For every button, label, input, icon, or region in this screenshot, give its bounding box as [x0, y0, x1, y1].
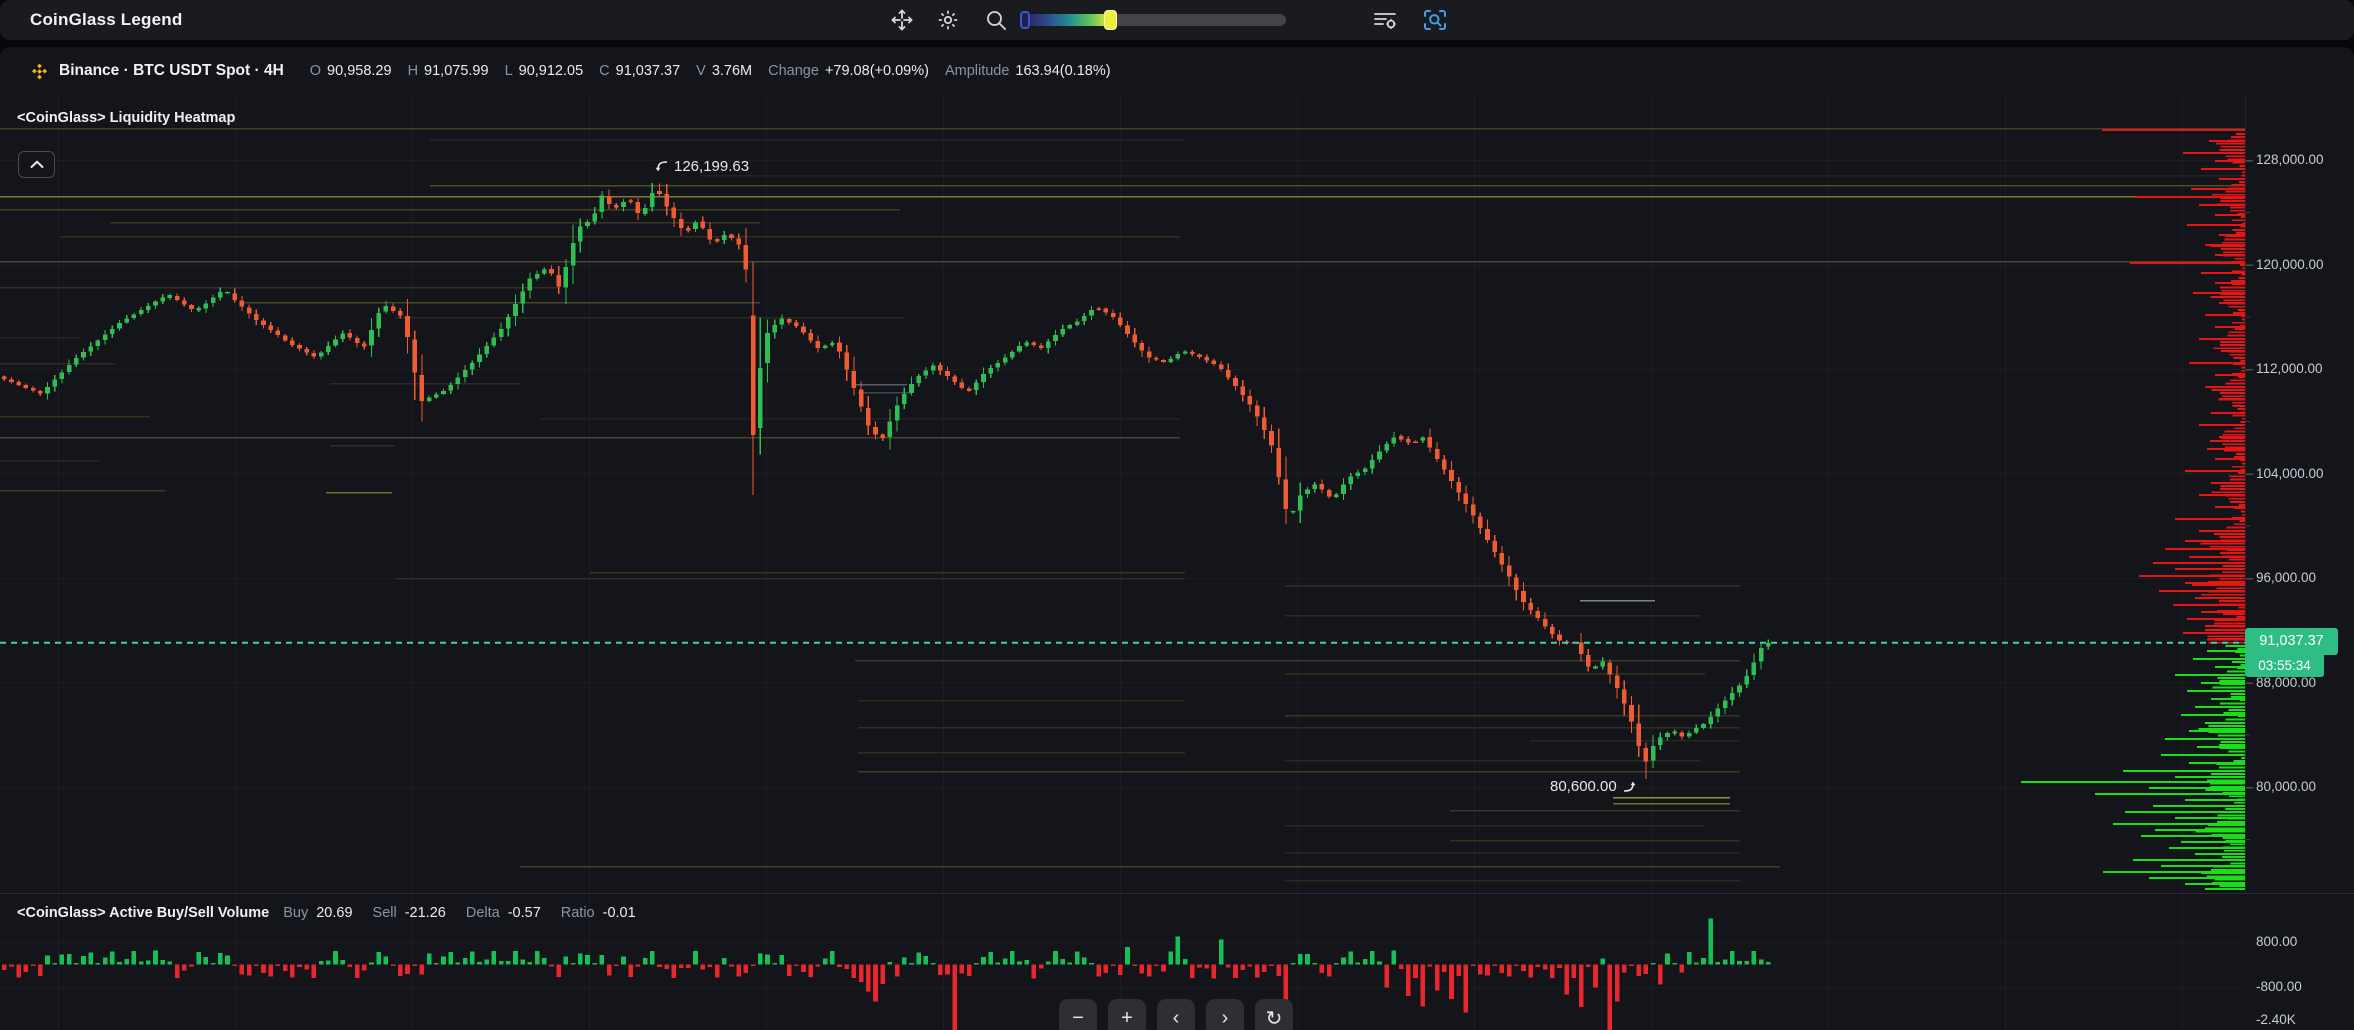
session-high-value: 126,199.63 [674, 158, 750, 175]
price-axis-label: 120,000.00 [2256, 256, 2324, 272]
app-title: CoinGlass Legend [30, 10, 183, 29]
scroll-right-button[interactable]: › [1206, 999, 1244, 1030]
pan-move-icon[interactable] [890, 8, 914, 32]
volume-axis-label: 800.00 [2256, 934, 2298, 949]
low-label: L [504, 63, 513, 79]
refresh-button[interactable]: ↻ [1255, 999, 1293, 1030]
scroll-left-button[interactable]: ‹ [1157, 999, 1195, 1030]
collapse-panel-button[interactable] [18, 151, 55, 178]
candle-countdown: 03:55:34 [2245, 654, 2324, 677]
chevron-up-icon [30, 160, 44, 169]
heatmap-intensity-slider[interactable] [1020, 10, 1286, 30]
volume-axis-label: -800.00 [2256, 979, 2302, 994]
volume-axis-label: -2.40K [2256, 1012, 2296, 1027]
pane-divider [0, 893, 2354, 894]
current-price-value: 91,037.37 [2245, 627, 2338, 655]
current-price-badge: 91,037.37 03:55:34 [2245, 627, 2338, 677]
high-value: 91,075.99 [424, 63, 489, 79]
price-axis-label: 112,000.00 [2256, 361, 2323, 376]
slider-handle-value[interactable] [1104, 10, 1117, 30]
change-label: Change [768, 63, 819, 79]
top-toolbar: CoinGlass Legend [0, 0, 2354, 40]
volume-pane-header: <CoinGlass> Active Buy/Sell Volume Buy 2… [17, 905, 656, 921]
delta-label: Delta [465, 905, 500, 921]
zoom-out-button[interactable]: − [1059, 999, 1097, 1030]
volume-indicator-title: <CoinGlass> Active Buy/Sell Volume [17, 905, 270, 921]
price-axis-label: 80,000.00 [2256, 779, 2317, 794]
slider-handle-min[interactable] [1020, 11, 1030, 29]
session-high-annotation: 126,199.63 [652, 158, 749, 175]
zoom-in-button[interactable]: + [1108, 999, 1146, 1030]
open-label: O [309, 63, 322, 79]
liquidity-heatmap-title: <CoinGlass> Liquidity Heatmap [17, 110, 236, 126]
scan-search-icon[interactable] [1422, 8, 1446, 32]
price-axis-label: 104,000.00 [2256, 465, 2324, 481]
price-axis-label: 128,000.00 [2256, 152, 2324, 167]
close-value: 91,037.37 [615, 63, 681, 79]
ratio-label: Ratio [560, 905, 595, 921]
open-value: 90,958.29 [327, 63, 392, 79]
buy-label: Buy [283, 905, 309, 921]
chart-controls: − + ‹ › ↻ [1059, 999, 1293, 1030]
binance-logo-icon [30, 62, 49, 81]
sell-value: -21.26 [404, 905, 446, 921]
session-low-value: 80,600.00 [1550, 778, 1617, 795]
session-low-annotation: 80,600.00 [1550, 778, 1639, 795]
change-value: +79.08(+0.09%) [824, 63, 929, 79]
delta-value: -0.57 [507, 905, 541, 921]
amplitude-label: Amplitude [944, 63, 1010, 79]
ratio-value: -0.01 [602, 905, 636, 921]
curve-arrow-up-right-icon [1622, 778, 1639, 795]
buy-value: 20.69 [316, 905, 353, 921]
close-label: C [599, 63, 610, 79]
volume-label: V [696, 63, 706, 79]
heatmap-gradient [1021, 14, 1110, 26]
sell-label: Sell [372, 905, 397, 921]
volume-value: 3.76M [711, 63, 753, 79]
amplitude-value: 163.94(0.18%) [1015, 63, 1111, 79]
high-label: H [407, 63, 419, 79]
curve-arrow-down-left-icon [652, 158, 669, 175]
search-icon[interactable] [984, 8, 1008, 32]
symbol-title[interactable]: Binance · BTC USDT Spot · 4H [59, 62, 284, 79]
price-axis-label: 96,000.00 [2256, 570, 2317, 585]
price-axis-label: 88,000.00 [2256, 674, 2317, 690]
settings-gear-icon[interactable] [936, 8, 960, 32]
low-value: 90,912.05 [518, 63, 584, 79]
filter-settings-icon[interactable] [1372, 8, 1396, 32]
chart-header: Binance · BTC USDT Spot · 4H O 90,958.29… [30, 60, 1127, 82]
